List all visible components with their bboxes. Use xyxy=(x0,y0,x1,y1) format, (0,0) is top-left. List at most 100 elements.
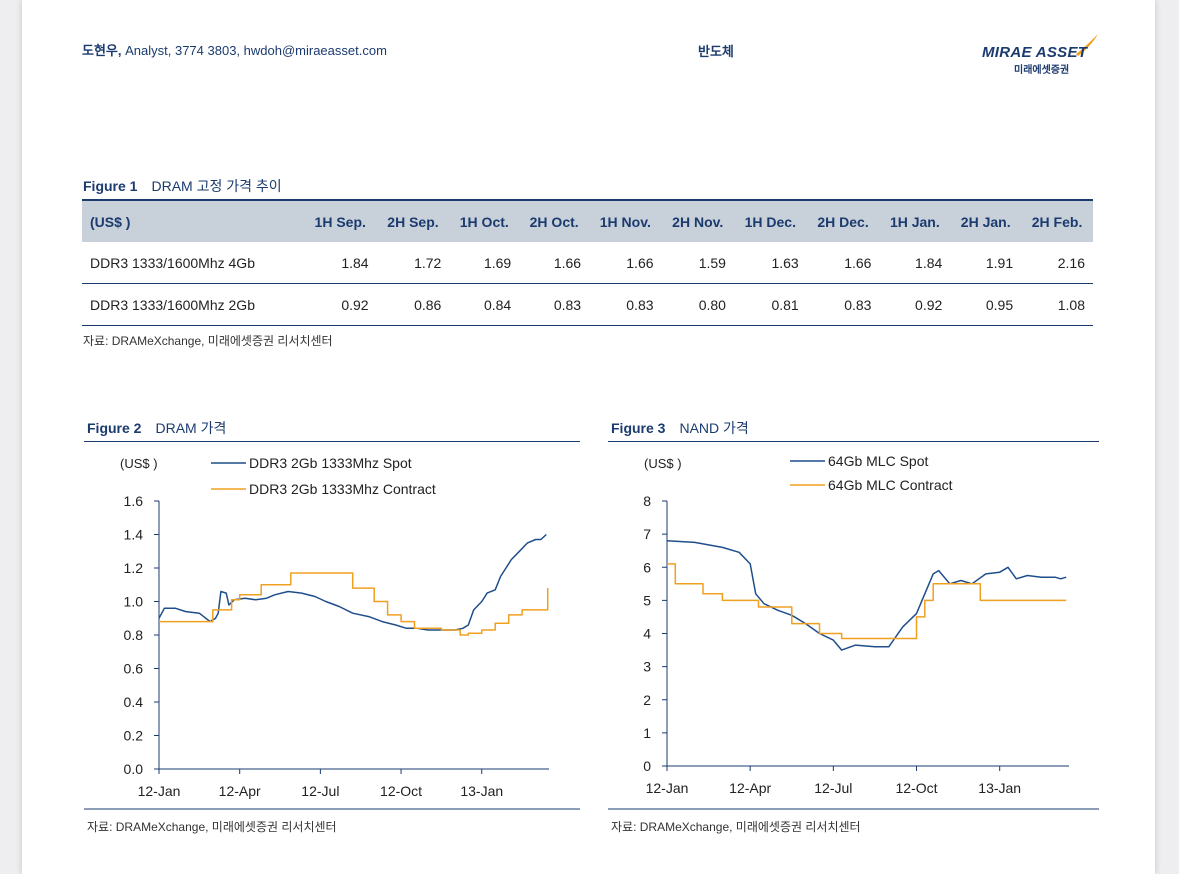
x-tick-label: 12-Apr xyxy=(219,783,261,799)
y-tick-label: 5 xyxy=(643,592,651,608)
legend-label: 64Gb MLC Contract xyxy=(828,477,953,493)
table-cell: 1.91 xyxy=(950,242,1022,284)
table-cell: 1.84 xyxy=(879,242,951,284)
table-col-header: 2H Jan. xyxy=(950,199,1022,242)
figure3-source: 자료: DRAMeXchange, 미래에셋증권 리서치센터 xyxy=(611,820,861,834)
figure3-title: Figure 3 NAND 가격 xyxy=(611,418,749,438)
table-unit-header: (US$ ) xyxy=(82,199,304,242)
y-tick-label: 1.2 xyxy=(124,560,144,576)
y-tick-label: 1.6 xyxy=(124,493,144,509)
table-cell: 0.83 xyxy=(589,283,662,326)
table-col-header: 1H Oct. xyxy=(449,199,520,242)
table-col-header: 1H Dec. xyxy=(733,199,807,242)
table-cell: 1.08 xyxy=(1021,283,1093,326)
series-line-spot xyxy=(666,540,1067,651)
x-tick-label: 12-Oct xyxy=(896,780,938,796)
figure2-source: 자료: DRAMeXchange, 미래에셋증권 리서치센터 xyxy=(87,820,337,834)
table-cell: 1.63 xyxy=(733,242,807,284)
y-tick-label: 1 xyxy=(643,725,651,741)
table-cell: 1.66 xyxy=(589,242,662,284)
y-tick-label: 6 xyxy=(643,559,651,575)
y-tick-label: 0.4 xyxy=(124,694,144,710)
figure3-label: Figure 3 xyxy=(611,420,666,436)
x-tick-label: 13-Jan xyxy=(978,780,1021,796)
table-col-header: 2H Feb. xyxy=(1021,199,1093,242)
x-tick-label: 12-Jan xyxy=(646,780,689,796)
x-tick-label: 12-Oct xyxy=(380,783,422,799)
figure2-label: Figure 2 xyxy=(87,420,142,436)
dram-price-chart: (US$ ) 0.0 0.2 0.4 0.6 0.8 1.0 1.2 1.4 1.6 12-Jan 1… xyxy=(84,441,580,816)
y-tick-label: 1.0 xyxy=(124,594,144,610)
nand-price-chart: (US$ ) 0 1 2 3 4 5 6 7 8 12-Jan 12-Apr 12-Jul 12-Oct 1… xyxy=(608,441,1099,816)
x-tick-label: 13-Jan xyxy=(460,783,503,799)
table-cell: 0.92 xyxy=(879,283,951,326)
table-col-header: 2H Nov. xyxy=(661,199,734,242)
figure1-source: 자료: DRAMeXchange, 미래에셋증권 리서치센터 xyxy=(83,334,333,348)
table-row-label: DDR3 1333/1600Mhz 4Gb xyxy=(82,242,304,284)
legend-label: DDR3 2Gb 1333Mhz Contract xyxy=(249,481,436,497)
table-col-header: 1H Nov. xyxy=(589,199,662,242)
dram-price-table: (US$ ) 1H Sep. 2H Sep. 1H Oct. 2H Oct. 1… xyxy=(82,199,1093,326)
table-row: DDR3 1333/1600Mhz 4Gb 1.84 1.72 1.69 1.6… xyxy=(82,242,1093,284)
y-tick-label: 0.2 xyxy=(124,728,144,744)
x-tick-label: 12-Jul xyxy=(301,783,339,799)
table-cell: 1.69 xyxy=(449,242,520,284)
table-cell: 1.66 xyxy=(519,242,590,284)
analyst-contact: Analyst, 3774 3803, hwdoh@miraeasset.com xyxy=(121,43,387,58)
table-cell: 2.16 xyxy=(1021,242,1093,284)
y-tick-label: 3 xyxy=(643,659,651,675)
x-tick-label: 12-Apr xyxy=(729,780,771,796)
y-tick-label: 2 xyxy=(643,692,651,708)
analyst-name: 도현우, xyxy=(82,43,122,58)
y-tick-label: 1.4 xyxy=(124,527,144,543)
analyst-info: 도현우, Analyst, 3774 3803, hwdoh@miraeasse… xyxy=(82,40,387,59)
chart-unit-label: (US$ ) xyxy=(120,456,158,471)
legend-label: 64Gb MLC Spot xyxy=(828,453,928,469)
figure3-caption: NAND 가격 xyxy=(679,420,749,436)
figure2-title: Figure 2 DRAM 가격 xyxy=(87,418,226,438)
series-line-contract xyxy=(159,572,549,636)
x-tick-label: 12-Jul xyxy=(814,780,852,796)
y-tick-label: 4 xyxy=(643,626,651,642)
figure2-caption: DRAM 가격 xyxy=(155,420,227,436)
table-cell: 0.84 xyxy=(449,283,520,326)
table-col-header: 2H Sep. xyxy=(376,199,450,242)
table-row-label: DDR3 1333/1600Mhz 2Gb xyxy=(82,283,304,326)
table-col-header: 1H Jan. xyxy=(879,199,951,242)
table-cell: 0.80 xyxy=(661,283,734,326)
table-cell: 0.83 xyxy=(519,283,590,326)
company-logo: MIRAE ASSET 미래에셋증권 xyxy=(980,32,1100,76)
y-tick-label: 0 xyxy=(643,758,651,774)
figure1-title: Figure 1 DRAM 고정 가격 추이 xyxy=(83,176,282,196)
table-cell: 1.59 xyxy=(661,242,734,284)
chart-unit-label: (US$ ) xyxy=(644,456,682,471)
y-tick-label: 0.8 xyxy=(124,627,144,643)
table-cell: 0.86 xyxy=(376,283,450,326)
logo-swoosh-icon xyxy=(1076,34,1098,56)
table-col-header: 1H Sep. xyxy=(303,199,377,242)
table-cell: 1.66 xyxy=(806,242,880,284)
logo-wordmark: MIRAE ASSET xyxy=(982,44,1088,61)
logo-korean: 미래에셋증권 xyxy=(1014,65,1070,76)
table-cell: 0.83 xyxy=(806,283,880,326)
figure1-label: Figure 1 xyxy=(83,178,138,194)
y-tick-label: 7 xyxy=(643,526,651,542)
series-line-contract xyxy=(667,563,1067,640)
table-cell: 0.81 xyxy=(733,283,807,326)
figure1-caption: DRAM 고정 가격 추이 xyxy=(151,178,282,194)
table-cell: 1.72 xyxy=(376,242,450,284)
table-cell: 1.84 xyxy=(303,242,377,284)
dram-chart-svg: (US$ ) 0.0 0.2 0.4 0.6 0.8 1.0 1.2 1.4 1.6 12-Jan 1… xyxy=(84,441,580,810)
table-cell: 0.92 xyxy=(303,283,377,326)
legend-label: DDR3 2Gb 1333Mhz Spot xyxy=(249,455,412,471)
sector-title: 반도체 xyxy=(698,44,734,59)
table-header-row: (US$ ) 1H Sep. 2H Sep. 1H Oct. 2H Oct. 1… xyxy=(82,199,1093,242)
y-tick-label: 8 xyxy=(643,493,651,509)
table-col-header: 2H Oct. xyxy=(519,199,590,242)
table-row: DDR3 1333/1600Mhz 2Gb 0.92 0.86 0.84 0.8… xyxy=(82,283,1093,326)
table-col-header: 2H Dec. xyxy=(806,199,880,242)
nand-chart-svg: (US$ ) 0 1 2 3 4 5 6 7 8 12-Jan 12-Apr 12-Jul 12-Oct 1… xyxy=(608,441,1099,810)
report-page: 도현우, Analyst, 3774 3803, hwdoh@miraeasse… xyxy=(22,0,1155,874)
y-tick-label: 0.6 xyxy=(124,661,144,677)
x-tick-label: 12-Jan xyxy=(138,783,181,799)
